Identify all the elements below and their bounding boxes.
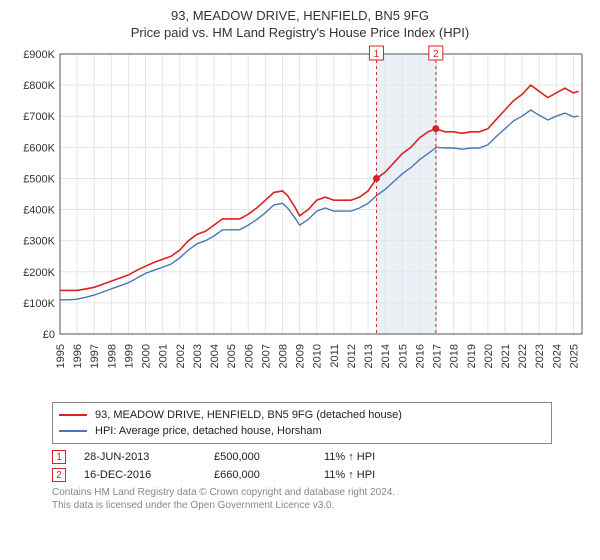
svg-text:1: 1 (374, 49, 380, 60)
sales-table: 1 28-JUN-2013£500,00011% ↑ HPI 2 16-DEC-201… (52, 450, 552, 482)
svg-text:2019: 2019 (466, 344, 478, 368)
svg-text:2024: 2024 (551, 344, 563, 368)
attribution-line2: This data is licensed under the Open Gov… (52, 499, 552, 512)
svg-text:£600K: £600K (23, 142, 55, 154)
sale-marker: 2 (52, 468, 66, 482)
legend-swatch (59, 430, 87, 432)
sale-row: 2 16-DEC-2016£660,00011% ↑ HPI (52, 468, 552, 482)
svg-text:£900K: £900K (23, 49, 55, 61)
legend-label: 93, MEADOW DRIVE, HENFIELD, BN5 9FG (det… (95, 407, 402, 423)
svg-text:2017: 2017 (432, 344, 444, 368)
svg-text:£400K: £400K (23, 205, 55, 217)
svg-text:2005: 2005 (226, 344, 238, 368)
svg-text:2004: 2004 (209, 344, 221, 368)
legend-box: 93, MEADOW DRIVE, HENFIELD, BN5 9FG (det… (52, 402, 552, 444)
svg-text:2014: 2014 (380, 344, 392, 368)
svg-text:2016: 2016 (414, 344, 426, 368)
svg-text:£700K: £700K (23, 111, 55, 123)
svg-text:£500K: £500K (23, 173, 55, 185)
svg-text:2025: 2025 (568, 344, 580, 368)
svg-text:2020: 2020 (483, 344, 495, 368)
svg-text:2018: 2018 (449, 344, 461, 368)
svg-text:2007: 2007 (260, 344, 272, 368)
svg-text:2006: 2006 (243, 344, 255, 368)
svg-text:1998: 1998 (106, 344, 118, 368)
chart-subtitle: Price paid vs. HM Land Registry's House … (12, 25, 588, 40)
svg-text:2003: 2003 (192, 344, 204, 368)
svg-text:2008: 2008 (277, 344, 289, 368)
sale-price: £660,000 (214, 469, 324, 481)
svg-text:2015: 2015 (397, 344, 409, 368)
address-title: 93, MEADOW DRIVE, HENFIELD, BN5 9FG (12, 8, 588, 23)
sale-date: 16-DEC-2016 (84, 469, 214, 481)
svg-text:1995: 1995 (55, 344, 67, 368)
legend-label: HPI: Average price, detached house, Hors… (95, 423, 322, 439)
price-chart: £0 £100K £200K £300K £400K £500K £600K £700K £80… (12, 44, 588, 394)
svg-text:1996: 1996 (72, 344, 84, 368)
sale-hpi-pct: 11% ↑ HPI (324, 451, 444, 463)
chart-svg: £0 £100K £200K £300K £400K £500K £600K £700K £80… (12, 44, 588, 394)
svg-text:2010: 2010 (312, 344, 324, 368)
attribution: Contains HM Land Registry data © Crown c… (52, 486, 552, 512)
legend-row: 93, MEADOW DRIVE, HENFIELD, BN5 9FG (det… (59, 407, 545, 423)
sale-date: 28-JUN-2013 (84, 451, 214, 463)
svg-text:£100K: £100K (23, 298, 55, 310)
title-block: 93, MEADOW DRIVE, HENFIELD, BN5 9FG Pric… (12, 8, 588, 40)
sale-row: 1 28-JUN-2013£500,00011% ↑ HPI (52, 450, 552, 464)
svg-text:1999: 1999 (123, 344, 135, 368)
svg-text:2000: 2000 (141, 344, 153, 368)
sale-price: £500,000 (214, 451, 324, 463)
svg-text:£0: £0 (43, 329, 55, 341)
svg-text:2013: 2013 (363, 344, 375, 368)
svg-text:2011: 2011 (329, 344, 341, 368)
svg-text:2021: 2021 (500, 344, 512, 368)
svg-text:2009: 2009 (295, 344, 307, 368)
legend-row: HPI: Average price, detached house, Hors… (59, 423, 545, 439)
attribution-line1: Contains HM Land Registry data © Crown c… (52, 486, 552, 499)
svg-text:2012: 2012 (346, 344, 358, 368)
svg-text:2: 2 (433, 49, 439, 60)
svg-text:2023: 2023 (534, 344, 546, 368)
svg-text:£200K: £200K (23, 267, 55, 279)
svg-text:2022: 2022 (517, 344, 529, 368)
svg-text:£800K: £800K (23, 80, 55, 92)
legend-swatch (59, 414, 87, 416)
sale-hpi-pct: 11% ↑ HPI (324, 469, 444, 481)
sale-marker: 1 (52, 450, 66, 464)
svg-text:1997: 1997 (89, 344, 101, 368)
svg-text:£300K: £300K (23, 236, 55, 248)
svg-text:2001: 2001 (158, 344, 170, 368)
svg-text:2002: 2002 (175, 344, 187, 368)
